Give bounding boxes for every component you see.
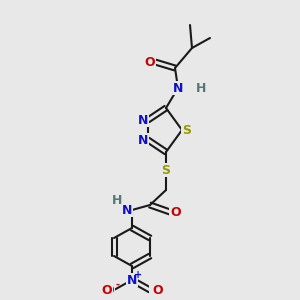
Text: H: H — [112, 194, 122, 206]
Text: O: O — [170, 206, 181, 218]
Text: O: O — [103, 284, 114, 296]
Text: H: H — [196, 82, 206, 94]
Text: +: + — [134, 270, 142, 280]
Text: N: N — [127, 274, 137, 286]
Text: S: S — [161, 164, 170, 176]
Text: N: N — [138, 134, 148, 146]
Text: N: N — [122, 203, 132, 217]
Text: O: O — [101, 284, 112, 296]
Text: N: N — [127, 274, 137, 286]
Text: N: N — [173, 82, 183, 94]
Text: O: O — [152, 284, 163, 296]
Text: H: H — [196, 82, 206, 94]
Text: N: N — [138, 113, 148, 127]
Text: H: H — [112, 194, 122, 206]
Text: N: N — [173, 82, 183, 94]
Text: -: - — [116, 280, 120, 290]
Text: N: N — [122, 203, 132, 217]
Text: S: S — [182, 124, 191, 136]
Text: O: O — [144, 56, 155, 68]
Text: O: O — [150, 284, 160, 296]
